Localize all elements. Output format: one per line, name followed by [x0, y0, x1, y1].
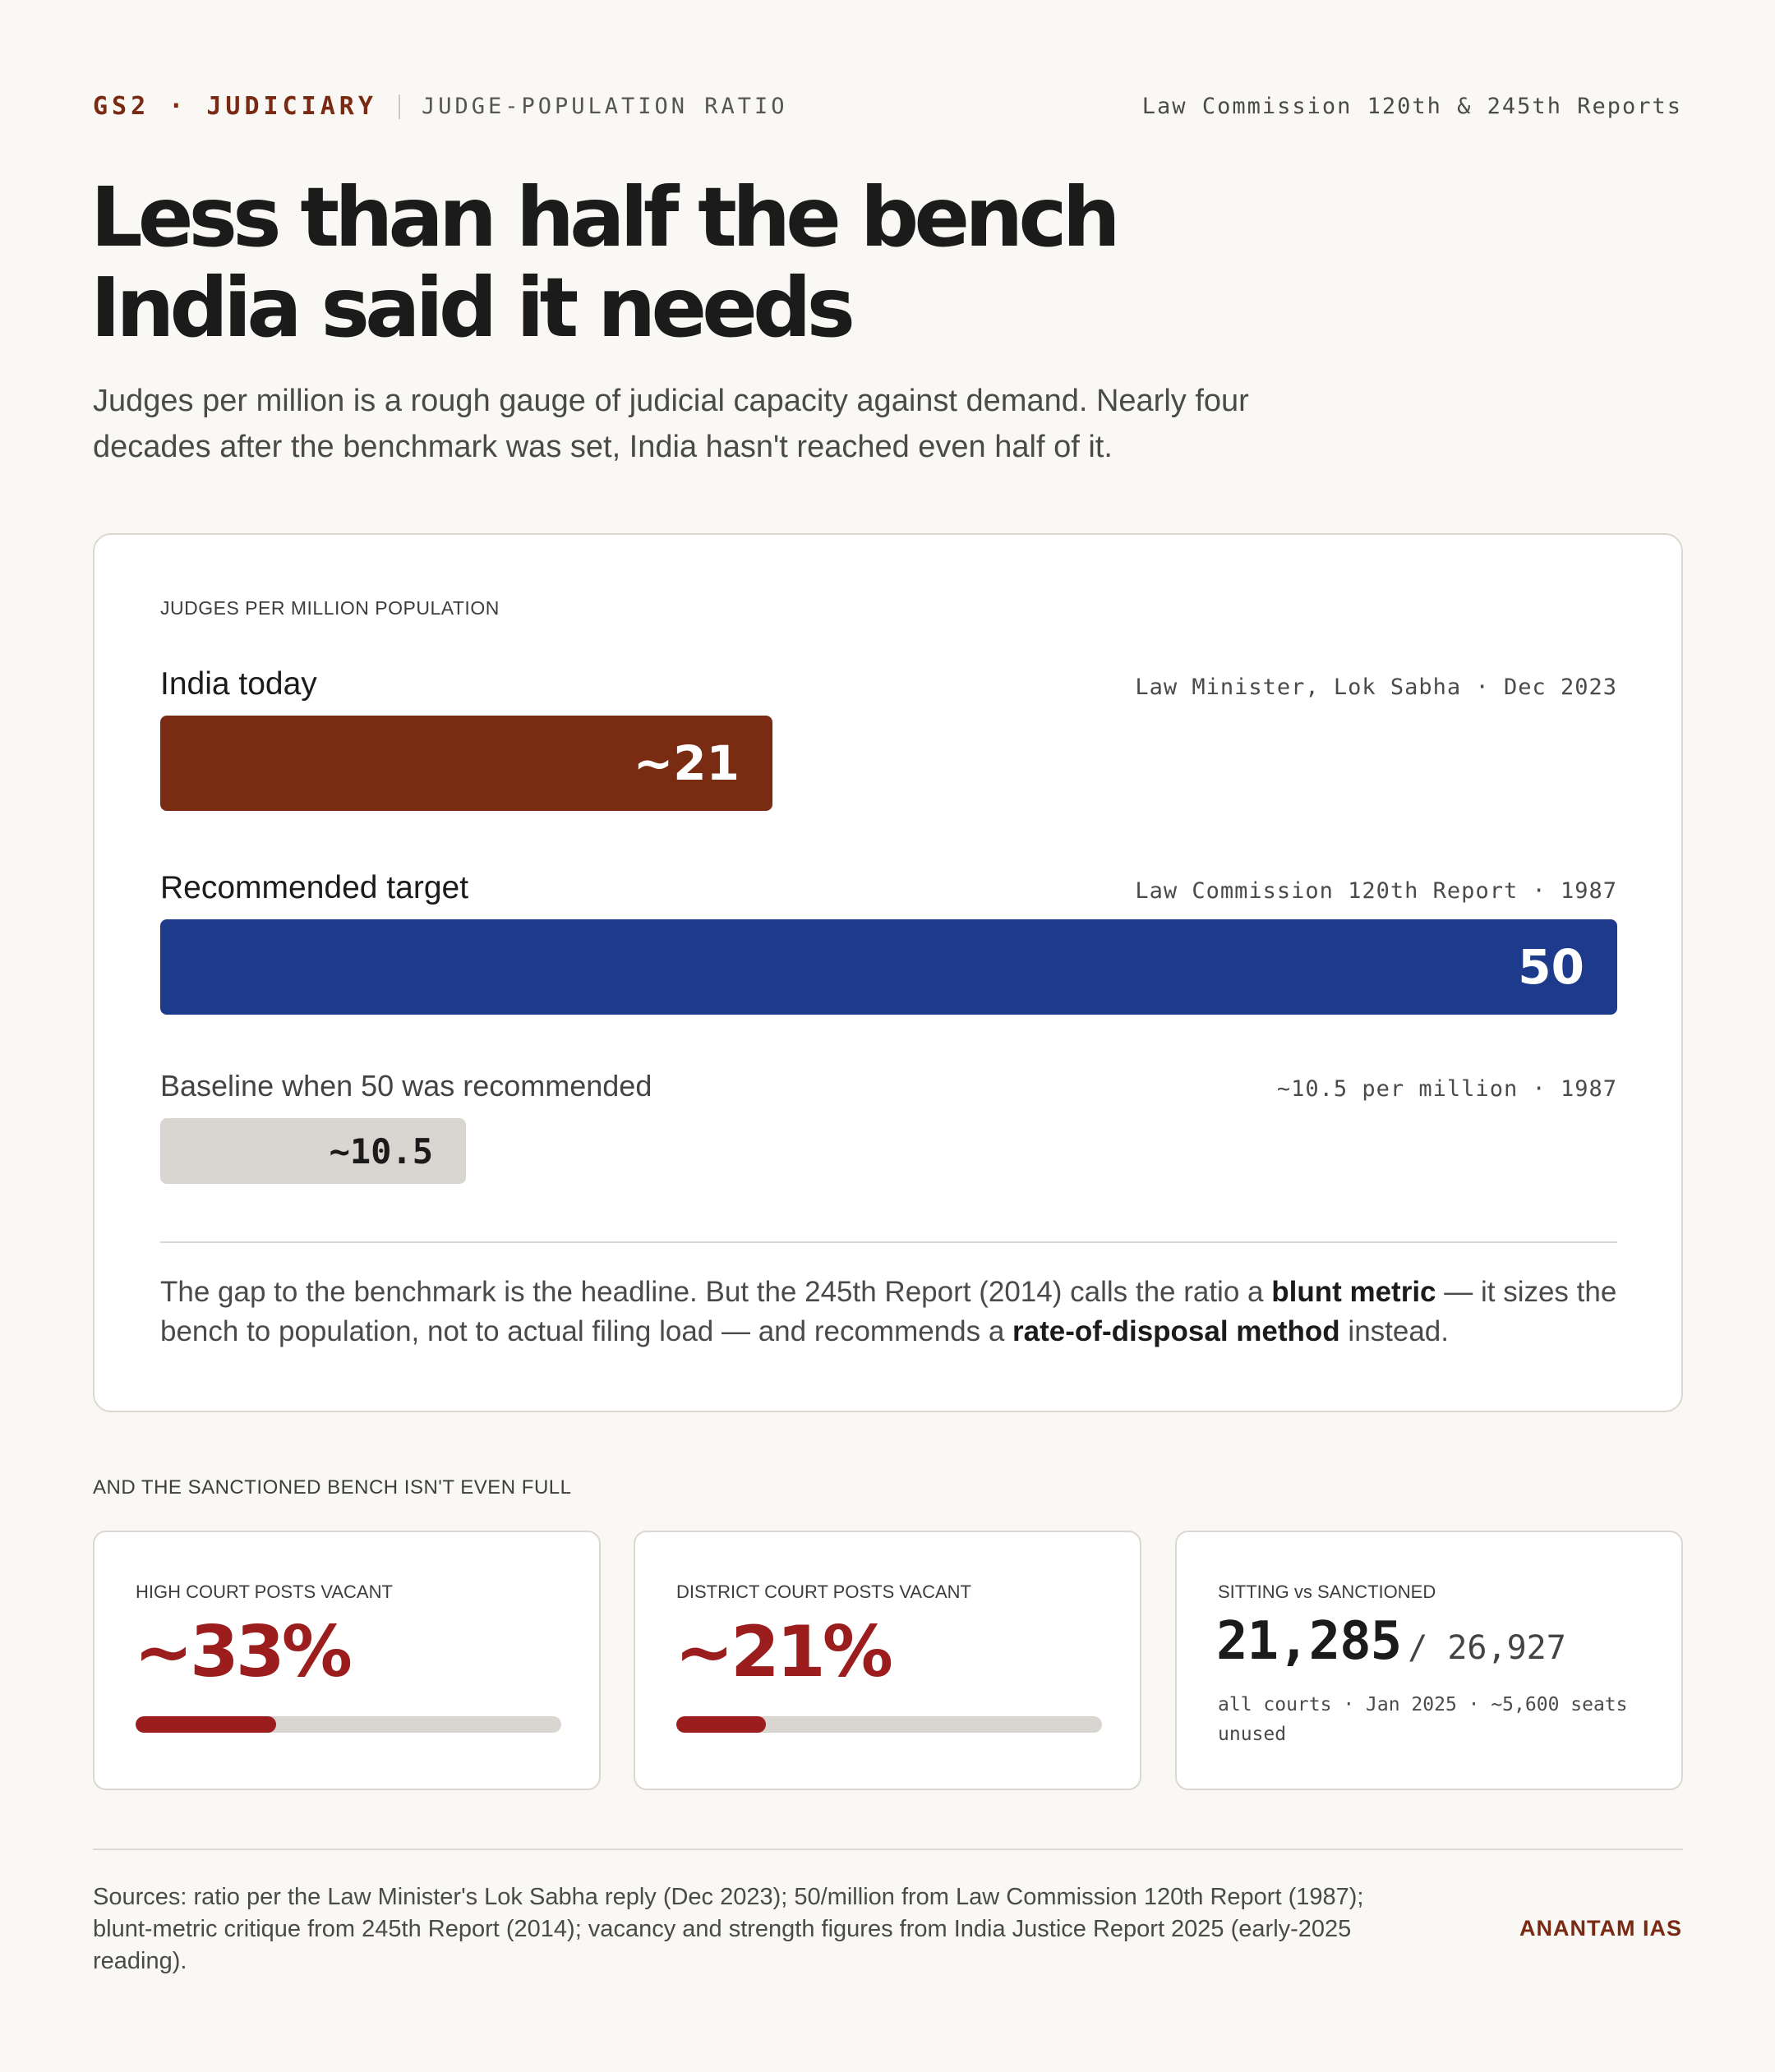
- sources-text: Sources: ratio per the Law Minister's Lo…: [93, 1884, 1364, 1974]
- ratio-chart-card: JUDGES PER MILLION POPULATION India toda…: [93, 533, 1683, 1412]
- chart-title: JUDGES PER MILLION POPULATION: [160, 597, 500, 619]
- bar-baseline: ~10.5: [160, 1118, 466, 1184]
- eyebrow: GS2 · JUDICIARY JUDGE-POPULATION RATIO: [93, 92, 788, 121]
- header-source: Law Commission 120th & 245th Reports: [1141, 94, 1682, 119]
- top-bar: GS2 · JUDICIARY JUDGE-POPULATION RATIO L…: [93, 92, 1682, 121]
- title-line-1: Less than half the bench: [90, 169, 1121, 265]
- highlight-rate-of-disposal: rate-of-disposal method: [1012, 1315, 1340, 1347]
- bar-row-india: India today Law Minister, Lok Sabha · De…: [160, 666, 1617, 811]
- stat-value: ~33%: [134, 1611, 353, 1693]
- stat-sitting-vs-sanctioned: SITTING vs SANCTIONED 21,285 / 26,927 al…: [1175, 1531, 1683, 1790]
- stat-label: SITTING vs SANCTIONED: [1218, 1582, 1436, 1602]
- bar-india-today: ~21: [160, 716, 772, 811]
- bar-row-baseline: Baseline when 50 was recommended ~10.5 p…: [160, 1069, 1617, 1184]
- page-subtitle: Judges per million is a rough gauge of j…: [93, 384, 1249, 464]
- vacancy-track: [676, 1716, 1102, 1733]
- eyebrow-divider: [398, 94, 400, 119]
- highlight-blunt-metric: blunt metric: [1271, 1276, 1436, 1308]
- bar-source-label: ~10.5 per million · 1987: [1276, 1076, 1617, 1102]
- page-title: Less than half the bench India said it n…: [90, 173, 1323, 353]
- title-line-2: India said it needs: [90, 260, 855, 356]
- vacancy-fill: [136, 1716, 276, 1733]
- footer-divider: [93, 1849, 1683, 1850]
- vacancy-fill: [676, 1716, 766, 1733]
- section-tag: GS2 · JUDICIARY: [93, 92, 377, 121]
- stat-value: ~21%: [675, 1611, 893, 1693]
- stat-district-court: DISTRICT COURT POSTS VACANT ~21%: [634, 1531, 1141, 1790]
- bar-recommended-target: 50: [160, 919, 1617, 1015]
- brand-label: ANANTAM IAS: [1519, 1916, 1682, 1941]
- bar-value-label: 50: [1518, 939, 1584, 995]
- bar-source-label: Law Minister, Lok Sabha · Dec 2023: [1135, 675, 1617, 700]
- bar-value-label: ~10.5: [329, 1130, 433, 1172]
- stat-label: DISTRICT COURT POSTS VACANT: [676, 1582, 971, 1602]
- sanctioned-count: / 26,927: [1408, 1629, 1566, 1667]
- vacancy-section-label: AND THE SANCTIONED BENCH ISN'T EVEN FULL: [93, 1476, 572, 1499]
- stat-high-court: HIGH COURT POSTS VACANT ~33%: [93, 1531, 601, 1790]
- bar-category-label: Baseline when 50 was recommended: [160, 1069, 652, 1103]
- strength-note: all courts · Jan 2025 · ~5,600 seats unu…: [1218, 1694, 1628, 1745]
- bar-value-label: ~21: [633, 735, 740, 791]
- stat-label: HIGH COURT POSTS VACANT: [136, 1582, 393, 1602]
- topic-label: JUDGE-POPULATION RATIO: [421, 94, 788, 119]
- bar-row-target: Recommended target Law Commission 120th …: [160, 870, 1617, 1015]
- strength-numbers: 21,285 / 26,927: [1216, 1611, 1566, 1672]
- card-divider: [160, 1241, 1617, 1243]
- sitting-count: 21,285: [1216, 1611, 1402, 1672]
- vacancy-track: [136, 1716, 561, 1733]
- bar-category-label: India today: [160, 666, 317, 702]
- bar-category-label: Recommended target: [160, 870, 469, 905]
- bar-source-label: Law Commission 120th Report · 1987: [1135, 878, 1617, 904]
- card-note: The gap to the benchmark is the headline…: [160, 1276, 1617, 1347]
